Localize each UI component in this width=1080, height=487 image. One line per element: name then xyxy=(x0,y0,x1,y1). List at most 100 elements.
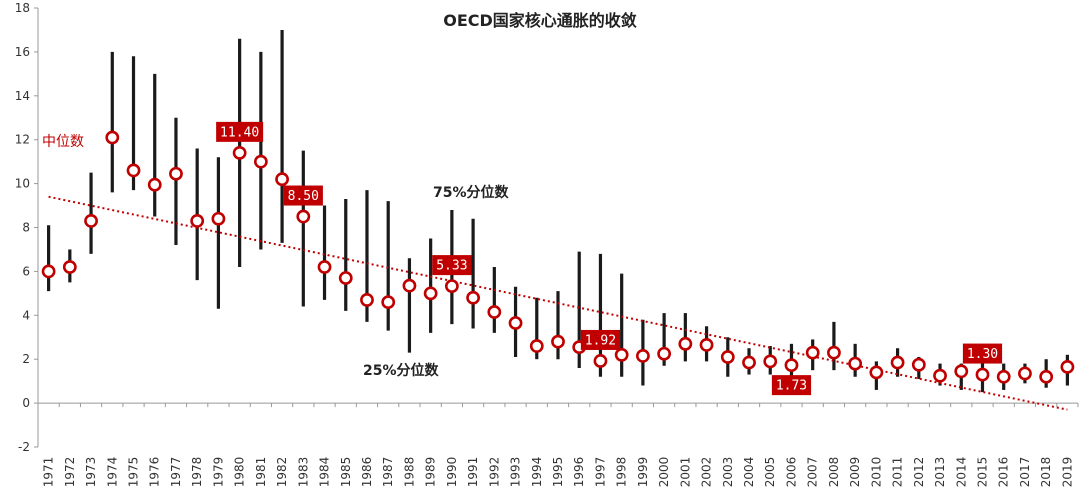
median-point xyxy=(423,286,438,301)
median-point xyxy=(763,354,778,369)
x-tick-label: 2018 xyxy=(1039,457,1053,487)
x-tick-label: 2009 xyxy=(848,457,862,487)
x-tick-label: 2012 xyxy=(912,457,926,487)
median-point xyxy=(890,355,905,370)
callout-box xyxy=(283,185,323,206)
x-tick-label: 2017 xyxy=(1018,457,1032,487)
x-tick-label: 2004 xyxy=(742,457,756,487)
x-tick-label: 1981 xyxy=(254,457,268,487)
median-point xyxy=(296,209,311,224)
callout-box xyxy=(580,329,621,350)
x-tick-label: 1973 xyxy=(84,457,98,487)
chart-title: OECD国家核心通胀的收敛 xyxy=(443,11,637,30)
x-tick-label: 1994 xyxy=(530,457,544,487)
x-tick-label: 1995 xyxy=(551,457,565,487)
median-point xyxy=(933,368,947,383)
x-tick-label: 2019 xyxy=(1060,457,1074,487)
x-tick-label: 2011 xyxy=(891,457,905,487)
callout-value: 5.33 xyxy=(436,259,467,274)
y-tick-label: 0 xyxy=(22,396,30,410)
median-point xyxy=(742,355,756,370)
median-point xyxy=(678,336,693,351)
x-tick-label: 1983 xyxy=(296,457,310,487)
x-tick-label: 2002 xyxy=(700,457,714,487)
median-point xyxy=(232,145,247,160)
x-tick-label: 1991 xyxy=(466,457,480,487)
x-tick-label: 2014 xyxy=(954,457,968,487)
median-point xyxy=(848,356,863,371)
x-tick-label: 2008 xyxy=(827,457,841,487)
callouts: 11.40 8.50 5.33 1.92 1.73 1.30 xyxy=(216,121,1003,396)
median-point xyxy=(784,358,799,373)
callout-value: 1.92 xyxy=(585,333,616,348)
callout-value: 11.40 xyxy=(220,125,259,140)
x-tick-label: 2007 xyxy=(806,457,820,487)
median-point xyxy=(699,338,714,352)
x-tick-label: 2013 xyxy=(933,457,947,487)
x-tick-label: 2003 xyxy=(721,457,735,487)
median-point xyxy=(62,260,77,274)
y-tick-label: 12 xyxy=(15,133,30,147)
x-tick-label: 1998 xyxy=(615,457,629,487)
x-tick-label: 1986 xyxy=(360,457,374,487)
x-tick-label: 1993 xyxy=(509,457,523,487)
median-point xyxy=(444,279,459,294)
median-point xyxy=(1060,359,1075,374)
median-point xyxy=(253,154,268,169)
trend-line xyxy=(48,195,1068,411)
x-tick-label: 1978 xyxy=(190,457,204,487)
x-tick-label: 1996 xyxy=(572,457,586,487)
x-tick-label: 1984 xyxy=(318,457,332,487)
median-point xyxy=(827,345,841,360)
median-point xyxy=(126,163,141,178)
median-point xyxy=(1018,366,1032,381)
y-tick-label: 10 xyxy=(15,177,30,191)
x-tick-label: 2015 xyxy=(975,457,989,487)
x-tick-label: 1976 xyxy=(148,457,162,487)
y-tick-label: -2 xyxy=(18,440,30,454)
x-tick-label: 1992 xyxy=(487,457,501,487)
median-point xyxy=(466,290,481,305)
y-tick-label: 2 xyxy=(22,352,30,366)
y-tick-label: 4 xyxy=(22,308,30,322)
median-point xyxy=(996,369,1011,384)
lower-quartile-label: 25%分位数 xyxy=(363,362,440,379)
median-point xyxy=(593,354,608,368)
y-tick-label: 18 xyxy=(15,1,30,15)
median-series-label: 中位数 xyxy=(42,134,84,150)
x-tick-label: 1999 xyxy=(636,457,650,487)
median-point xyxy=(720,350,735,364)
median-point xyxy=(275,172,289,187)
median-point xyxy=(360,293,374,307)
callout-value: 8.50 xyxy=(288,189,319,204)
median-point xyxy=(338,271,353,285)
x-tick-label: 1980 xyxy=(233,457,247,487)
y-tick-label: 16 xyxy=(15,45,30,59)
callout-value: 1.73 xyxy=(776,379,807,394)
x-tick-label: 2016 xyxy=(997,457,1011,487)
median-point xyxy=(381,295,396,310)
median-point xyxy=(805,345,820,360)
trend-line-path xyxy=(48,195,1068,411)
x-tick-label: 1989 xyxy=(424,457,438,487)
median-point xyxy=(190,214,205,228)
x-tick-label: 1987 xyxy=(381,457,395,487)
median-point xyxy=(211,211,226,226)
x-tick-label: 1977 xyxy=(169,457,183,487)
median-point xyxy=(529,339,544,353)
x-tick-label: 2006 xyxy=(784,457,798,487)
median-point xyxy=(487,305,502,319)
x-tick-label: 1975 xyxy=(127,457,141,487)
callout-box xyxy=(432,255,472,276)
axis-layer: -2 0 2 4 6 8 10 12 14 16 18 1971 1972 1973 1974 1975 197… xyxy=(15,1,1079,487)
x-tick-label: 2000 xyxy=(657,457,671,487)
x-tick-label: 1982 xyxy=(275,457,289,487)
x-tick-label: 2001 xyxy=(678,457,692,487)
x-tick-label: 1974 xyxy=(105,457,119,487)
x-tick-label: 1988 xyxy=(402,457,416,487)
callout-box xyxy=(216,121,264,142)
upper-quartile-label: 75%分位数 xyxy=(433,184,510,201)
x-tick-label: 1979 xyxy=(211,457,225,487)
median-point xyxy=(954,364,969,379)
